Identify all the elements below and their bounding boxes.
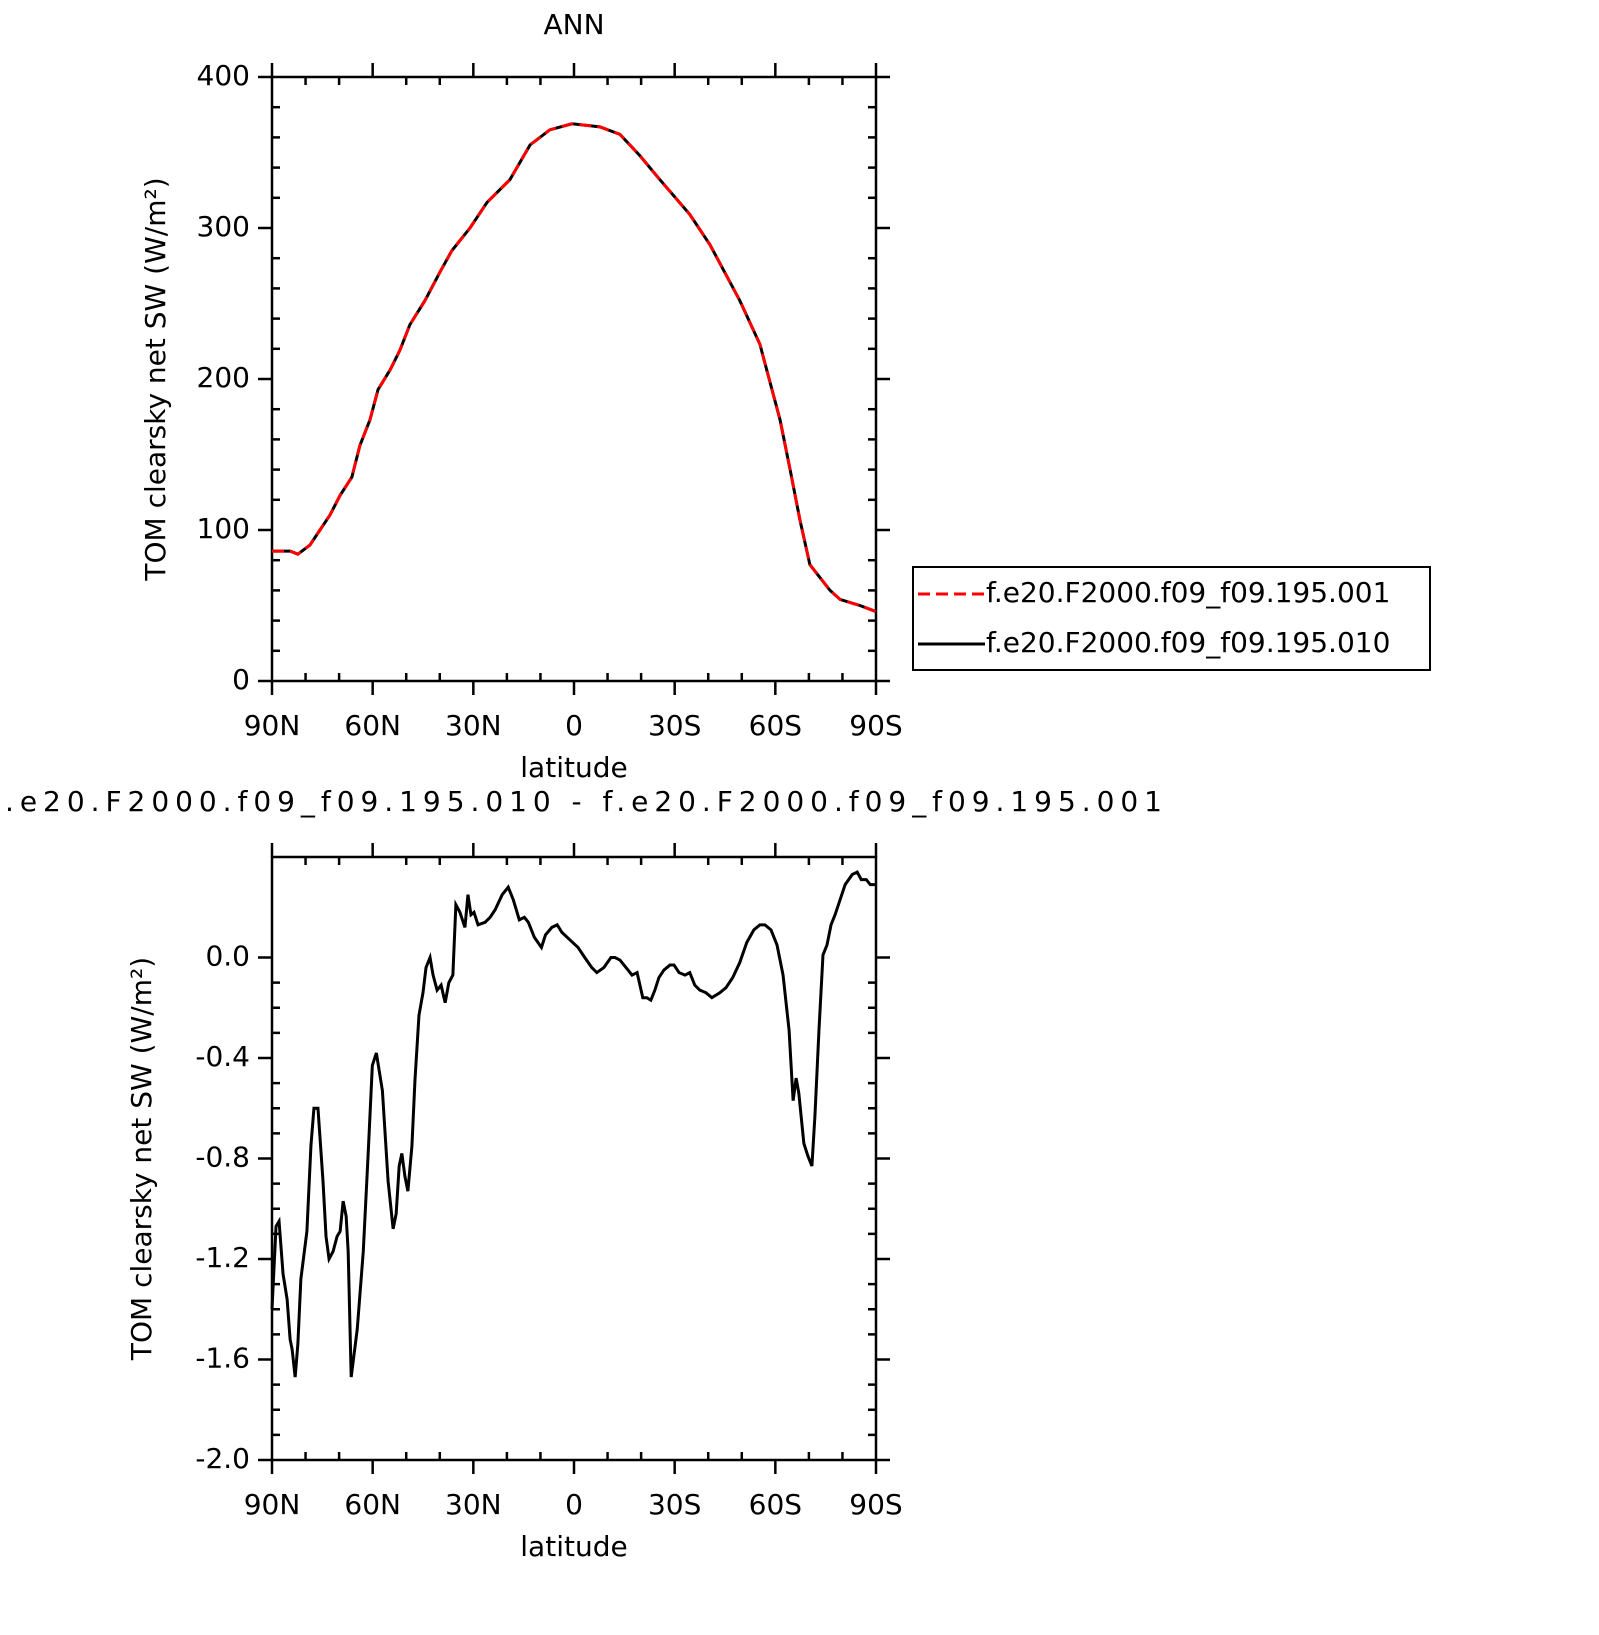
x-axis-label: latitude <box>520 751 627 784</box>
y-tick-label: 400 <box>197 59 250 92</box>
x-tick-label: 60N <box>344 1488 401 1521</box>
y-tick-label: -2.0 <box>195 1442 250 1475</box>
y-tick-label: 0.0 <box>205 940 250 973</box>
y-tick-label: 100 <box>197 512 250 545</box>
y-axis-label: TOM clearsky net SW (W/m²) <box>139 177 172 581</box>
y-axis-label: TOM clearsky net SW (W/m²) <box>125 957 158 1361</box>
x-tick-label: 30S <box>648 1488 701 1521</box>
x-tick-label: 60S <box>749 1488 802 1521</box>
x-tick-label: 90S <box>849 1488 902 1521</box>
x-tick-label: 30S <box>648 709 701 742</box>
x-tick-label: 60N <box>344 709 401 742</box>
y-tick-label: -0.8 <box>195 1141 250 1174</box>
x-tick-label: 30N <box>445 1488 502 1521</box>
y-tick-label: 200 <box>197 361 250 394</box>
legend: f.e20.F2000.f09_f09.195.001 f.e20.F2000.f… <box>912 566 1431 671</box>
legend-box <box>912 566 1431 671</box>
x-axis-label: latitude <box>520 1530 627 1563</box>
x-tick-label: 30N <box>445 709 502 742</box>
plot-frame <box>270 75 878 683</box>
y-tick-label: 300 <box>197 210 250 243</box>
plot-frame <box>270 855 878 1462</box>
data-line <box>272 122 877 613</box>
y-tick-label: -1.2 <box>195 1241 250 1274</box>
x-tick-label: 90N <box>244 1488 301 1521</box>
legend-label: f.e20.F2000.f09_f09.195.001 <box>986 576 1390 609</box>
data-line <box>270 870 876 1378</box>
x-tick-label: 0 <box>565 1488 583 1521</box>
x-tick-label: 60S <box>749 709 802 742</box>
legend-label: f.e20.F2000.f09_f09.195.010 <box>986 626 1390 659</box>
y-tick-label: -0.4 <box>195 1040 250 1073</box>
y-tick-label: 0 <box>232 663 250 696</box>
data-line <box>272 122 877 613</box>
y-tick-label: -1.6 <box>195 1342 250 1375</box>
chart-title: ANN <box>543 8 604 41</box>
x-tick-label: 0 <box>565 709 583 742</box>
x-tick-label: 90S <box>849 709 902 742</box>
chart-title: .e20.F2000.f09_f09.195.010 - f.e20.F2000… <box>5 785 1162 818</box>
x-tick-label: 90N <box>244 709 301 742</box>
